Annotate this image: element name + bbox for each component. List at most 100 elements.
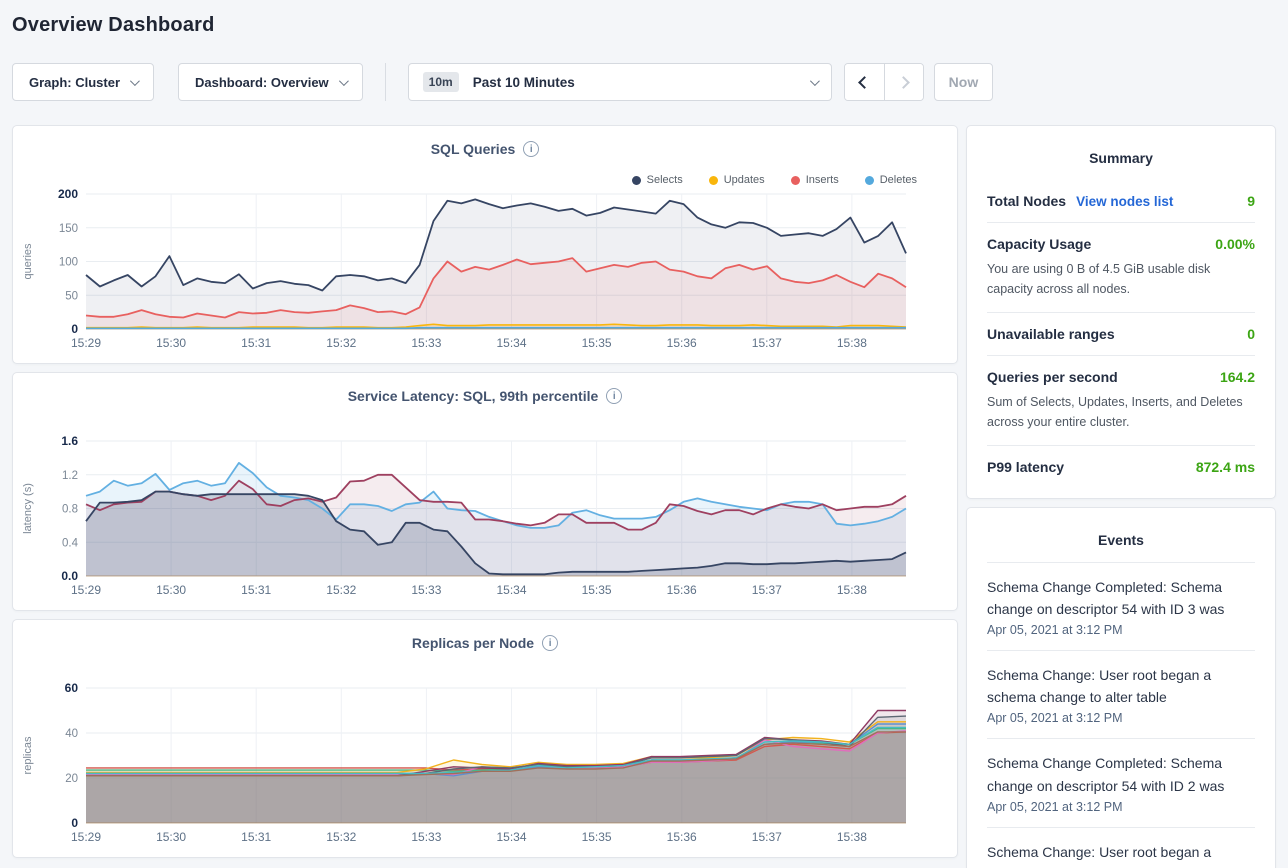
unavailable-ranges-label: Unavailable ranges [987,326,1115,342]
svg-text:20: 20 [65,773,78,785]
sidebar: Summary Total Nodes View nodes list 9 Ca… [966,125,1276,868]
time-range-selector[interactable]: 10m Past 10 Minutes [407,63,832,101]
svg-text:40: 40 [65,728,78,740]
event-item: Schema Change: User root began a schema … [987,826,1255,868]
event-timestamp: Apr 05, 2021 at 3:12 PM [987,623,1123,638]
info-icon[interactable] [542,635,559,651]
svg-text:15:38: 15:38 [837,583,867,597]
sql-queries-chart[interactable]: 0 50 100 150 200 15:29 15:30 15:31 15:32 15:33 15:… [13,126,957,363]
legend-item: Inserts [790,174,839,186]
chevron-down-icon [338,75,349,86]
svg-text:queries: queries [22,243,34,280]
capacity-usage-description: You are using 0 B of 4.5 GiB usable disk… [987,262,1211,296]
unavailable-ranges-value: 0 [1247,326,1255,342]
svg-text:0.8: 0.8 [62,504,78,516]
time-pager [843,63,924,101]
p99-latency-value: 872.4 ms [1195,459,1255,475]
event-message: Schema Change: User root began a schema … [987,667,1212,706]
service-latency-chart[interactable]: 0.0 0.4 0.8 1.2 1.6 15:29 15:30 15:31 15:32 15:33… [13,373,957,610]
event-message: Schema Change Completed: Schema change o… [987,579,1225,618]
total-nodes-label: Total Nodes [987,193,1067,209]
svg-text:0: 0 [71,816,78,830]
divider [384,63,386,101]
svg-text:15:33: 15:33 [411,583,441,597]
legend-dot-selects [631,175,641,185]
queries-per-second-value: 164.2 [1219,369,1255,385]
summary-row-unavailable-ranges: Unavailable ranges 0 [987,312,1255,355]
queries-per-second-description: Sum of Selects, Updates, Inserts, and De… [987,395,1243,429]
svg-text:1.2: 1.2 [62,470,78,482]
chevron-down-icon [809,75,820,86]
svg-text:15:32: 15:32 [326,830,356,844]
svg-text:0.4: 0.4 [62,537,79,549]
legend-item: Selects [631,174,683,186]
chevron-left-icon [857,75,871,89]
event-message: Schema Change Completed: Schema change o… [987,755,1225,794]
summary-row-p99-latency: P99 latency 872.4 ms [987,445,1255,488]
svg-text:15:38: 15:38 [837,336,867,350]
replicas-per-node-chart-card: Replicas per Node 0 20 40 60 15:29 15:30 15:31… [12,619,958,858]
capacity-usage-label: Capacity Usage [987,236,1092,252]
svg-text:15:30: 15:30 [156,583,186,597]
svg-text:15:33: 15:33 [411,830,441,844]
legend-dot-inserts [790,175,800,185]
queries-per-second-label: Queries per second [987,369,1118,385]
svg-text:15:31: 15:31 [241,830,271,844]
svg-text:15:38: 15:38 [837,830,867,844]
chart-title: Service Latency: SQL, 99th percentile [347,388,599,404]
chart-title: SQL Queries [430,141,516,157]
graph-selector-label: Graph: Cluster [29,74,121,90]
now-button[interactable]: Now [933,63,994,101]
svg-text:replicas: replicas [22,736,34,774]
summary-panel: Summary Total Nodes View nodes list 9 Ca… [966,125,1276,499]
event-item: Schema Change Completed: Schema change o… [987,562,1255,650]
events-title: Events [1098,532,1144,548]
svg-text:15:35: 15:35 [582,583,612,597]
service-latency-chart-card: Service Latency: SQL, 99th percentile 0.… [12,372,958,611]
legend-dot-deletes [864,175,874,185]
charts-column: SQL Queries Selects Updates Inserts Dele… [12,125,958,858]
legend-dot-updates [708,175,718,185]
capacity-usage-value: 0.00% [1215,236,1255,252]
view-nodes-list-link[interactable]: View nodes list [1076,194,1174,209]
sql-queries-chart-card: SQL Queries Selects Updates Inserts Dele… [12,125,958,364]
time-prev-button[interactable] [844,64,884,100]
main-layout: SQL Queries Selects Updates Inserts Dele… [12,125,1276,868]
svg-text:60: 60 [65,681,79,695]
event-timestamp: Apr 05, 2021 at 3:12 PM [987,799,1123,814]
page-title: Overview Dashboard [12,14,215,36]
p99-latency-label: P99 latency [987,459,1065,475]
summary-row-total-nodes: Total Nodes View nodes list 9 [987,180,1255,222]
dashboard-selector-dropdown[interactable]: Dashboard: Overview [178,63,363,101]
svg-text:200: 200 [58,187,78,201]
svg-text:15:31: 15:31 [241,583,271,597]
legend-item: Updates [708,174,765,186]
events-panel: Events Schema Change Completed: Schema c… [966,507,1276,868]
svg-text:latency (s): latency (s) [22,483,34,534]
event-timestamp: Apr 05, 2021 at 3:12 PM [987,711,1123,726]
svg-text:1.6: 1.6 [61,434,78,448]
svg-text:15:29: 15:29 [71,583,101,597]
replicas-per-node-chart[interactable]: 0 20 40 60 15:29 15:30 15:31 15:32 15:33 15:34 15:… [13,620,957,857]
info-icon[interactable] [606,388,623,404]
graph-selector-dropdown[interactable]: Graph: Cluster [12,63,155,101]
svg-text:15:36: 15:36 [667,830,697,844]
chevron-right-icon [897,75,911,89]
time-range-label: Past 10 Minutes [472,74,575,90]
time-next-button[interactable] [883,64,923,100]
svg-text:150: 150 [59,223,78,235]
svg-text:100: 100 [59,257,78,269]
svg-text:15:33: 15:33 [411,336,441,350]
time-range-badge: 10m [422,72,459,92]
svg-text:0: 0 [71,322,78,336]
event-item: Schema Change: User root began a schema … [987,650,1255,738]
svg-text:15:34: 15:34 [496,336,526,350]
dashboard-selector-label: Dashboard: Overview [195,74,329,90]
svg-text:15:32: 15:32 [326,336,356,350]
svg-text:15:29: 15:29 [71,336,101,350]
svg-text:50: 50 [65,290,78,302]
svg-text:15:37: 15:37 [752,583,782,597]
info-icon[interactable] [523,141,540,157]
dashboard-controls: Graph: Cluster Dashboard: Overview 10m P… [12,63,1276,101]
